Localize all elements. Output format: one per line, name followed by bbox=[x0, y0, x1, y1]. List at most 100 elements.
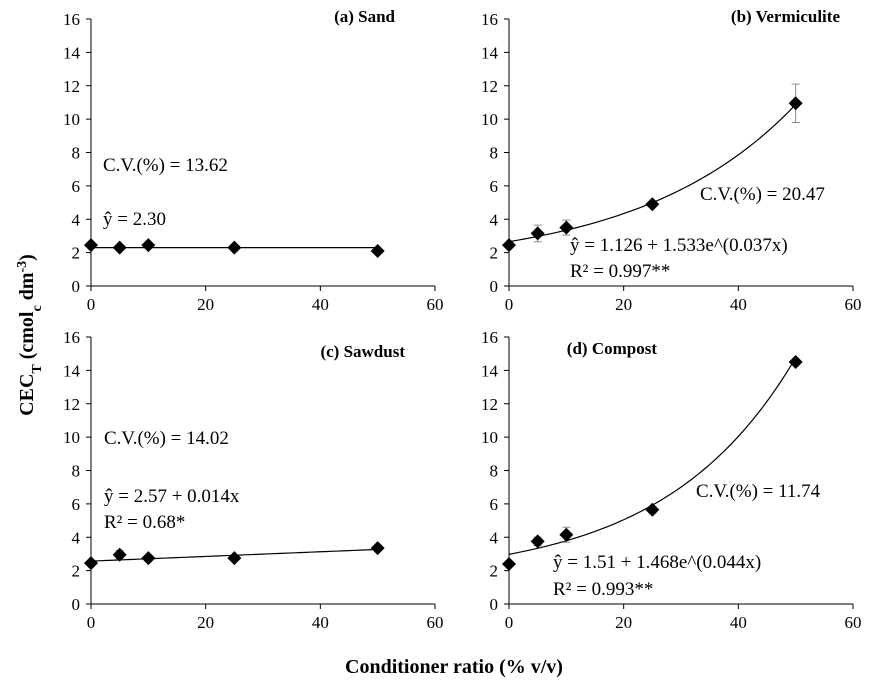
y-tick-label: 8 bbox=[490, 462, 499, 481]
x-tick-label: 20 bbox=[197, 295, 214, 314]
data-point bbox=[141, 551, 156, 566]
x-tick-label: 0 bbox=[505, 295, 514, 314]
y-tick-label: 14 bbox=[481, 43, 499, 62]
data-point bbox=[502, 238, 516, 253]
data-point bbox=[530, 226, 545, 241]
y-tick-label: 4 bbox=[72, 210, 81, 229]
data-point bbox=[141, 238, 156, 253]
y-tick-label: 16 bbox=[63, 10, 80, 29]
y-tick-label: 14 bbox=[63, 43, 81, 62]
fit-line bbox=[508, 104, 797, 243]
annotation: ŷ = 1.51 + 1.468e^(0.044x) bbox=[553, 552, 761, 573]
y-tick-label: 14 bbox=[63, 361, 81, 380]
x-tick-label: 40 bbox=[730, 613, 747, 632]
y-tick-label: 12 bbox=[63, 77, 80, 96]
y-label-mid: (cmol bbox=[16, 311, 38, 364]
panel-1: 0 2 4 6 8 10 12 14 16 0 20 40 60 (a) Sand C.V.(%) = 13… bbox=[63, 7, 444, 314]
y-label-sup: -3 bbox=[15, 261, 30, 273]
annotation: C.V.(%) = 20.47 bbox=[700, 184, 825, 205]
panel-3: 0 2 4 6 8 10 12 14 16 0 20 40 60 (c) Sawdust C.V.(%) =… bbox=[63, 328, 444, 632]
x-tick-label: 40 bbox=[312, 295, 329, 314]
y-tick-label: 12 bbox=[63, 395, 80, 414]
data-point bbox=[227, 240, 242, 255]
x-tick-label: 0 bbox=[505, 613, 514, 632]
x-axis-label: Conditioner ratio (% v/v) bbox=[345, 656, 563, 678]
y-tick-label: 8 bbox=[72, 462, 81, 481]
y-tick-label: 16 bbox=[481, 10, 498, 29]
panel-title: (a) Sand bbox=[334, 7, 395, 26]
data-point bbox=[84, 556, 98, 571]
data-point bbox=[645, 197, 660, 212]
data-point bbox=[788, 355, 803, 370]
panel-title: (d) Compost bbox=[567, 339, 658, 358]
data-point bbox=[559, 220, 574, 235]
y-tick-label: 6 bbox=[490, 177, 499, 196]
y-tick-label: 2 bbox=[490, 562, 499, 581]
y-tick-label: 8 bbox=[72, 144, 81, 163]
y-label-close: ) bbox=[16, 254, 38, 261]
panel-2: 0 2 4 6 8 10 12 14 16 0 20 40 60 (b) Vermiculite C.V.(… bbox=[481, 7, 862, 314]
annotation: C.V.(%) = 13.62 bbox=[103, 155, 228, 176]
panel-title: (c) Sawdust bbox=[320, 342, 405, 361]
y-tick-label: 16 bbox=[481, 328, 498, 347]
y-tick-label: 0 bbox=[490, 277, 499, 296]
data-point bbox=[84, 238, 98, 253]
x-tick-label: 20 bbox=[197, 613, 214, 632]
y-tick-label: 12 bbox=[481, 77, 498, 96]
annotation: C.V.(%) = 14.02 bbox=[104, 428, 229, 449]
y-tick-label: 8 bbox=[490, 144, 499, 163]
y-label-sub-c: c bbox=[30, 305, 45, 311]
x-tick-label: 60 bbox=[845, 613, 862, 632]
y-tick-label: 10 bbox=[63, 428, 80, 447]
x-tick-label: 20 bbox=[615, 295, 632, 314]
fit-line bbox=[508, 357, 797, 555]
data-point bbox=[227, 551, 242, 566]
x-tick-label: 60 bbox=[845, 295, 862, 314]
y-tick-label: 10 bbox=[63, 110, 80, 129]
annotation: R² = 0.68* bbox=[104, 512, 185, 533]
annotation: R² = 0.993** bbox=[553, 579, 653, 600]
y-tick-label: 16 bbox=[63, 328, 80, 347]
y-axis-label: CECT (cmolc dm-3) bbox=[15, 254, 45, 416]
annotation: ŷ = 2.57 + 0.014x bbox=[104, 486, 240, 507]
data-point bbox=[645, 502, 660, 517]
annotation: C.V.(%) = 11.74 bbox=[696, 481, 821, 502]
data-point bbox=[370, 243, 385, 258]
y-tick-label: 10 bbox=[481, 428, 498, 447]
x-tick-label: 40 bbox=[730, 295, 747, 314]
y-tick-label: 6 bbox=[72, 177, 81, 196]
y-tick-label: 14 bbox=[481, 361, 499, 380]
y-tick-label: 2 bbox=[72, 244, 81, 263]
data-point bbox=[788, 96, 803, 111]
data-point bbox=[370, 541, 385, 556]
y-tick-label: 4 bbox=[72, 528, 81, 547]
y-tick-label: 4 bbox=[490, 528, 499, 547]
y-tick-label: 0 bbox=[72, 277, 81, 296]
y-tick-label: 6 bbox=[72, 495, 81, 514]
panel-4: 0 2 4 6 8 10 12 14 16 0 20 40 60 (d) Compost C.V.(%) =… bbox=[481, 328, 862, 632]
data-point bbox=[502, 556, 516, 571]
panel-title: (b) Vermiculite bbox=[731, 7, 841, 26]
x-tick-label: 40 bbox=[312, 613, 329, 632]
x-tick-label: 60 bbox=[427, 295, 444, 314]
y-tick-label: 0 bbox=[72, 595, 81, 614]
y-tick-label: 10 bbox=[481, 110, 498, 129]
x-tick-label: 0 bbox=[87, 295, 96, 314]
data-point bbox=[112, 240, 127, 255]
y-tick-label: 6 bbox=[490, 495, 499, 514]
x-tick-label: 60 bbox=[427, 613, 444, 632]
y-tick-label: 2 bbox=[72, 562, 81, 581]
y-label-sub-t: T bbox=[30, 364, 45, 374]
annotation: ŷ = 2.30 bbox=[103, 209, 166, 230]
y-tick-label: 2 bbox=[490, 244, 499, 263]
y-tick-label: 12 bbox=[481, 395, 498, 414]
data-point bbox=[112, 547, 127, 562]
y-label-unit: dm bbox=[16, 272, 38, 305]
y-tick-label: 4 bbox=[490, 210, 499, 229]
annotation: ŷ = 1.126 + 1.533e^(0.037x) bbox=[570, 235, 788, 256]
x-tick-label: 20 bbox=[615, 613, 632, 632]
data-point bbox=[530, 534, 545, 549]
y-tick-label: 0 bbox=[490, 595, 499, 614]
